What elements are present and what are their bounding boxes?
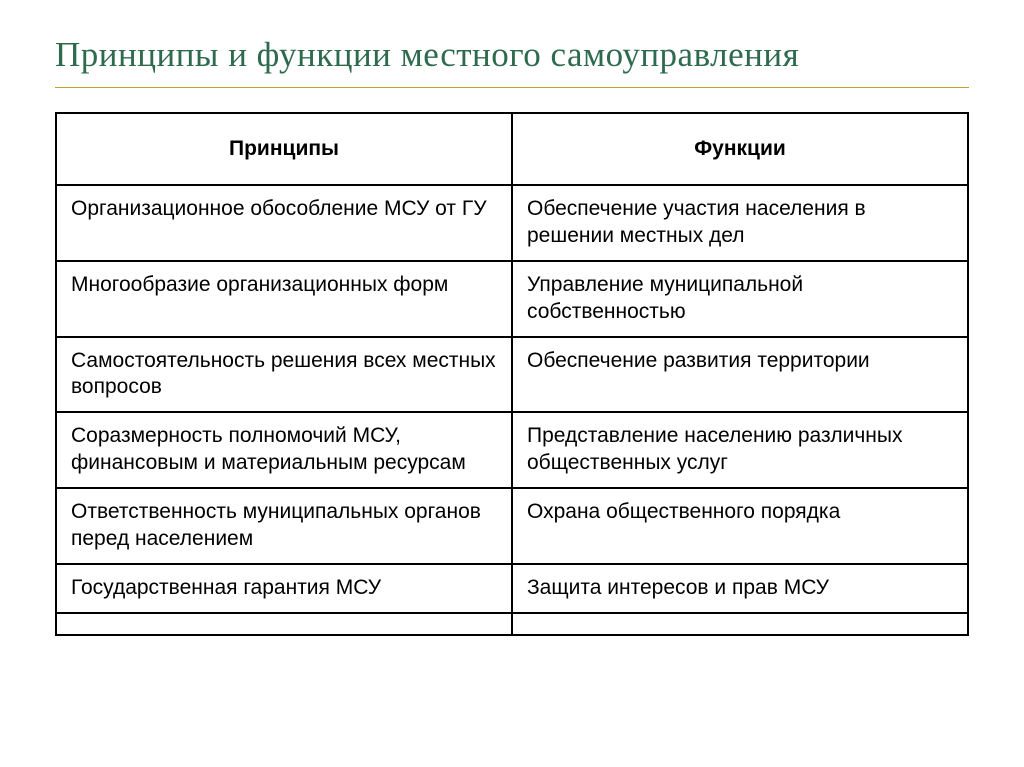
table-row: Государственная гарантия МСУ Защита инте… [56, 564, 968, 613]
function-cell: Управление муниципальной собственностью [512, 261, 968, 337]
table-row: Ответственность муниципальных органов пе… [56, 488, 968, 564]
function-cell: Защита интересов и прав МСУ [512, 564, 968, 613]
principle-cell: Соразмерность полномочий МСУ, финансовым… [56, 412, 512, 488]
principle-cell: Самостоятельность решения всех местных в… [56, 337, 512, 413]
table-row: Соразмерность полномочий МСУ, финансовым… [56, 412, 968, 488]
principle-cell: Многообразие организационных форм [56, 261, 512, 337]
table-row: Организационное обособление МСУ от ГУ Об… [56, 185, 968, 261]
column-header-functions: Функции [512, 113, 968, 185]
principles-functions-table: Принципы Функции Организационное обособл… [55, 112, 969, 636]
function-cell: Обеспечение участия населения в решении … [512, 185, 968, 261]
slide-title: Принципы и функции местного самоуправлен… [55, 35, 969, 88]
table-row: Самостоятельность решения всех местных в… [56, 337, 968, 413]
principle-cell: Ответственность муниципальных органов пе… [56, 488, 512, 564]
table-header-row: Принципы Функции [56, 113, 968, 185]
table-row: Многообразие организационных форм Управл… [56, 261, 968, 337]
table-empty-row [56, 613, 968, 635]
empty-cell [56, 613, 512, 635]
function-cell: Представление населению различных общест… [512, 412, 968, 488]
principle-cell: Организационное обособление МСУ от ГУ [56, 185, 512, 261]
principle-cell: Государственная гарантия МСУ [56, 564, 512, 613]
empty-cell [512, 613, 968, 635]
column-header-principles: Принципы [56, 113, 512, 185]
function-cell: Охрана общественного порядка [512, 488, 968, 564]
function-cell: Обеспечение развития территории [512, 337, 968, 413]
